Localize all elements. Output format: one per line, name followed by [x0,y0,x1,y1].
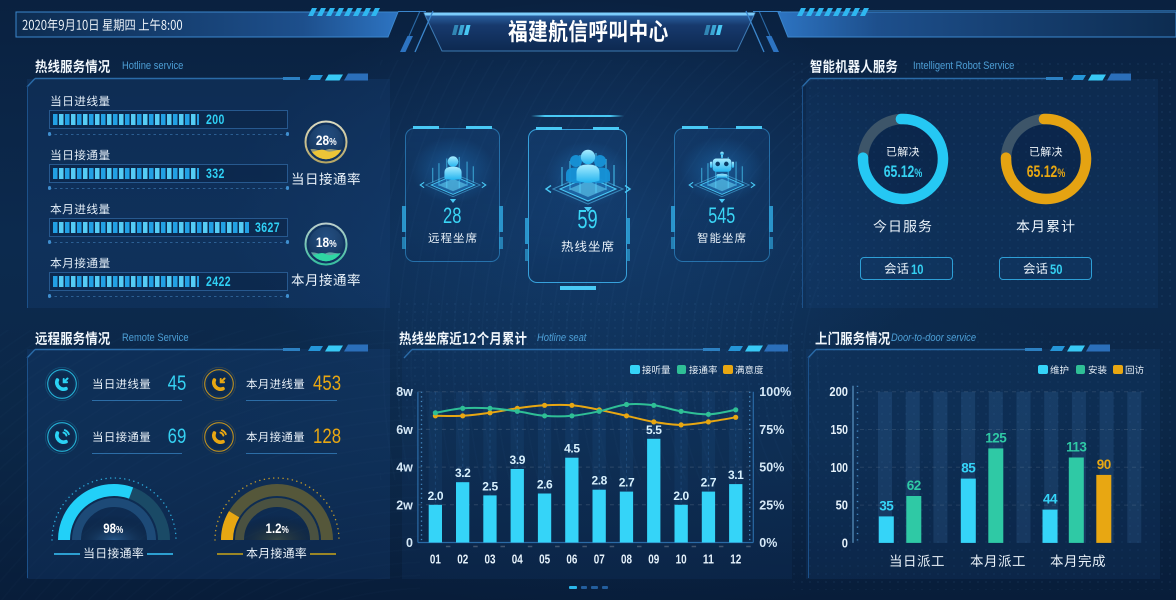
svg-text:2.7: 2.7 [701,476,717,490]
svg-text:2w: 2w [396,498,413,512]
svg-text:06: 06 [566,553,577,567]
svg-text:2.6: 2.6 [537,478,553,492]
svg-text:2.8: 2.8 [591,474,607,488]
svg-text:11: 11 [703,553,714,567]
svg-text:0: 0 [406,536,413,550]
svg-text:150: 150 [831,422,849,437]
svg-text:113: 113 [1066,440,1087,455]
svg-text:6w: 6w [396,423,413,437]
svg-text:3.9: 3.9 [510,453,526,467]
svg-text:25%: 25% [759,498,784,512]
svg-text:03: 03 [485,553,496,567]
svg-text:02: 02 [457,553,468,567]
svg-text:2.5: 2.5 [482,479,498,493]
svg-text:09: 09 [648,553,659,567]
svg-text:08: 08 [621,553,632,567]
svg-text:3.2: 3.2 [455,466,471,480]
svg-text:35: 35 [879,498,894,513]
svg-text:12: 12 [730,553,741,567]
svg-text:07: 07 [594,553,605,567]
svg-text:04: 04 [512,553,523,567]
svg-text:01: 01 [430,553,441,567]
svg-text:50%: 50% [759,461,784,475]
svg-text:62: 62 [907,478,921,493]
svg-text:100: 100 [831,460,849,475]
svg-text:4w: 4w [396,461,413,475]
svg-text:3.1: 3.1 [728,468,744,482]
svg-text:125: 125 [985,430,1007,445]
svg-text:75%: 75% [759,423,784,437]
svg-text:2.0: 2.0 [673,489,689,503]
svg-text:10: 10 [676,553,687,567]
svg-text:2.0: 2.0 [428,489,444,503]
svg-text:90: 90 [1097,457,1111,472]
svg-text:0: 0 [842,535,848,550]
svg-text:05: 05 [539,553,550,567]
svg-text:100%: 100% [759,385,791,399]
svg-text:0%: 0% [759,536,777,550]
svg-text:5.5: 5.5 [646,423,662,437]
svg-text:8w: 8w [396,385,413,399]
svg-text:200: 200 [829,384,848,399]
svg-text:50: 50 [836,498,848,513]
svg-text:2.7: 2.7 [619,476,635,490]
svg-text:44: 44 [1043,492,1058,507]
svg-text:85: 85 [961,461,976,476]
svg-text:4.5: 4.5 [564,442,580,456]
